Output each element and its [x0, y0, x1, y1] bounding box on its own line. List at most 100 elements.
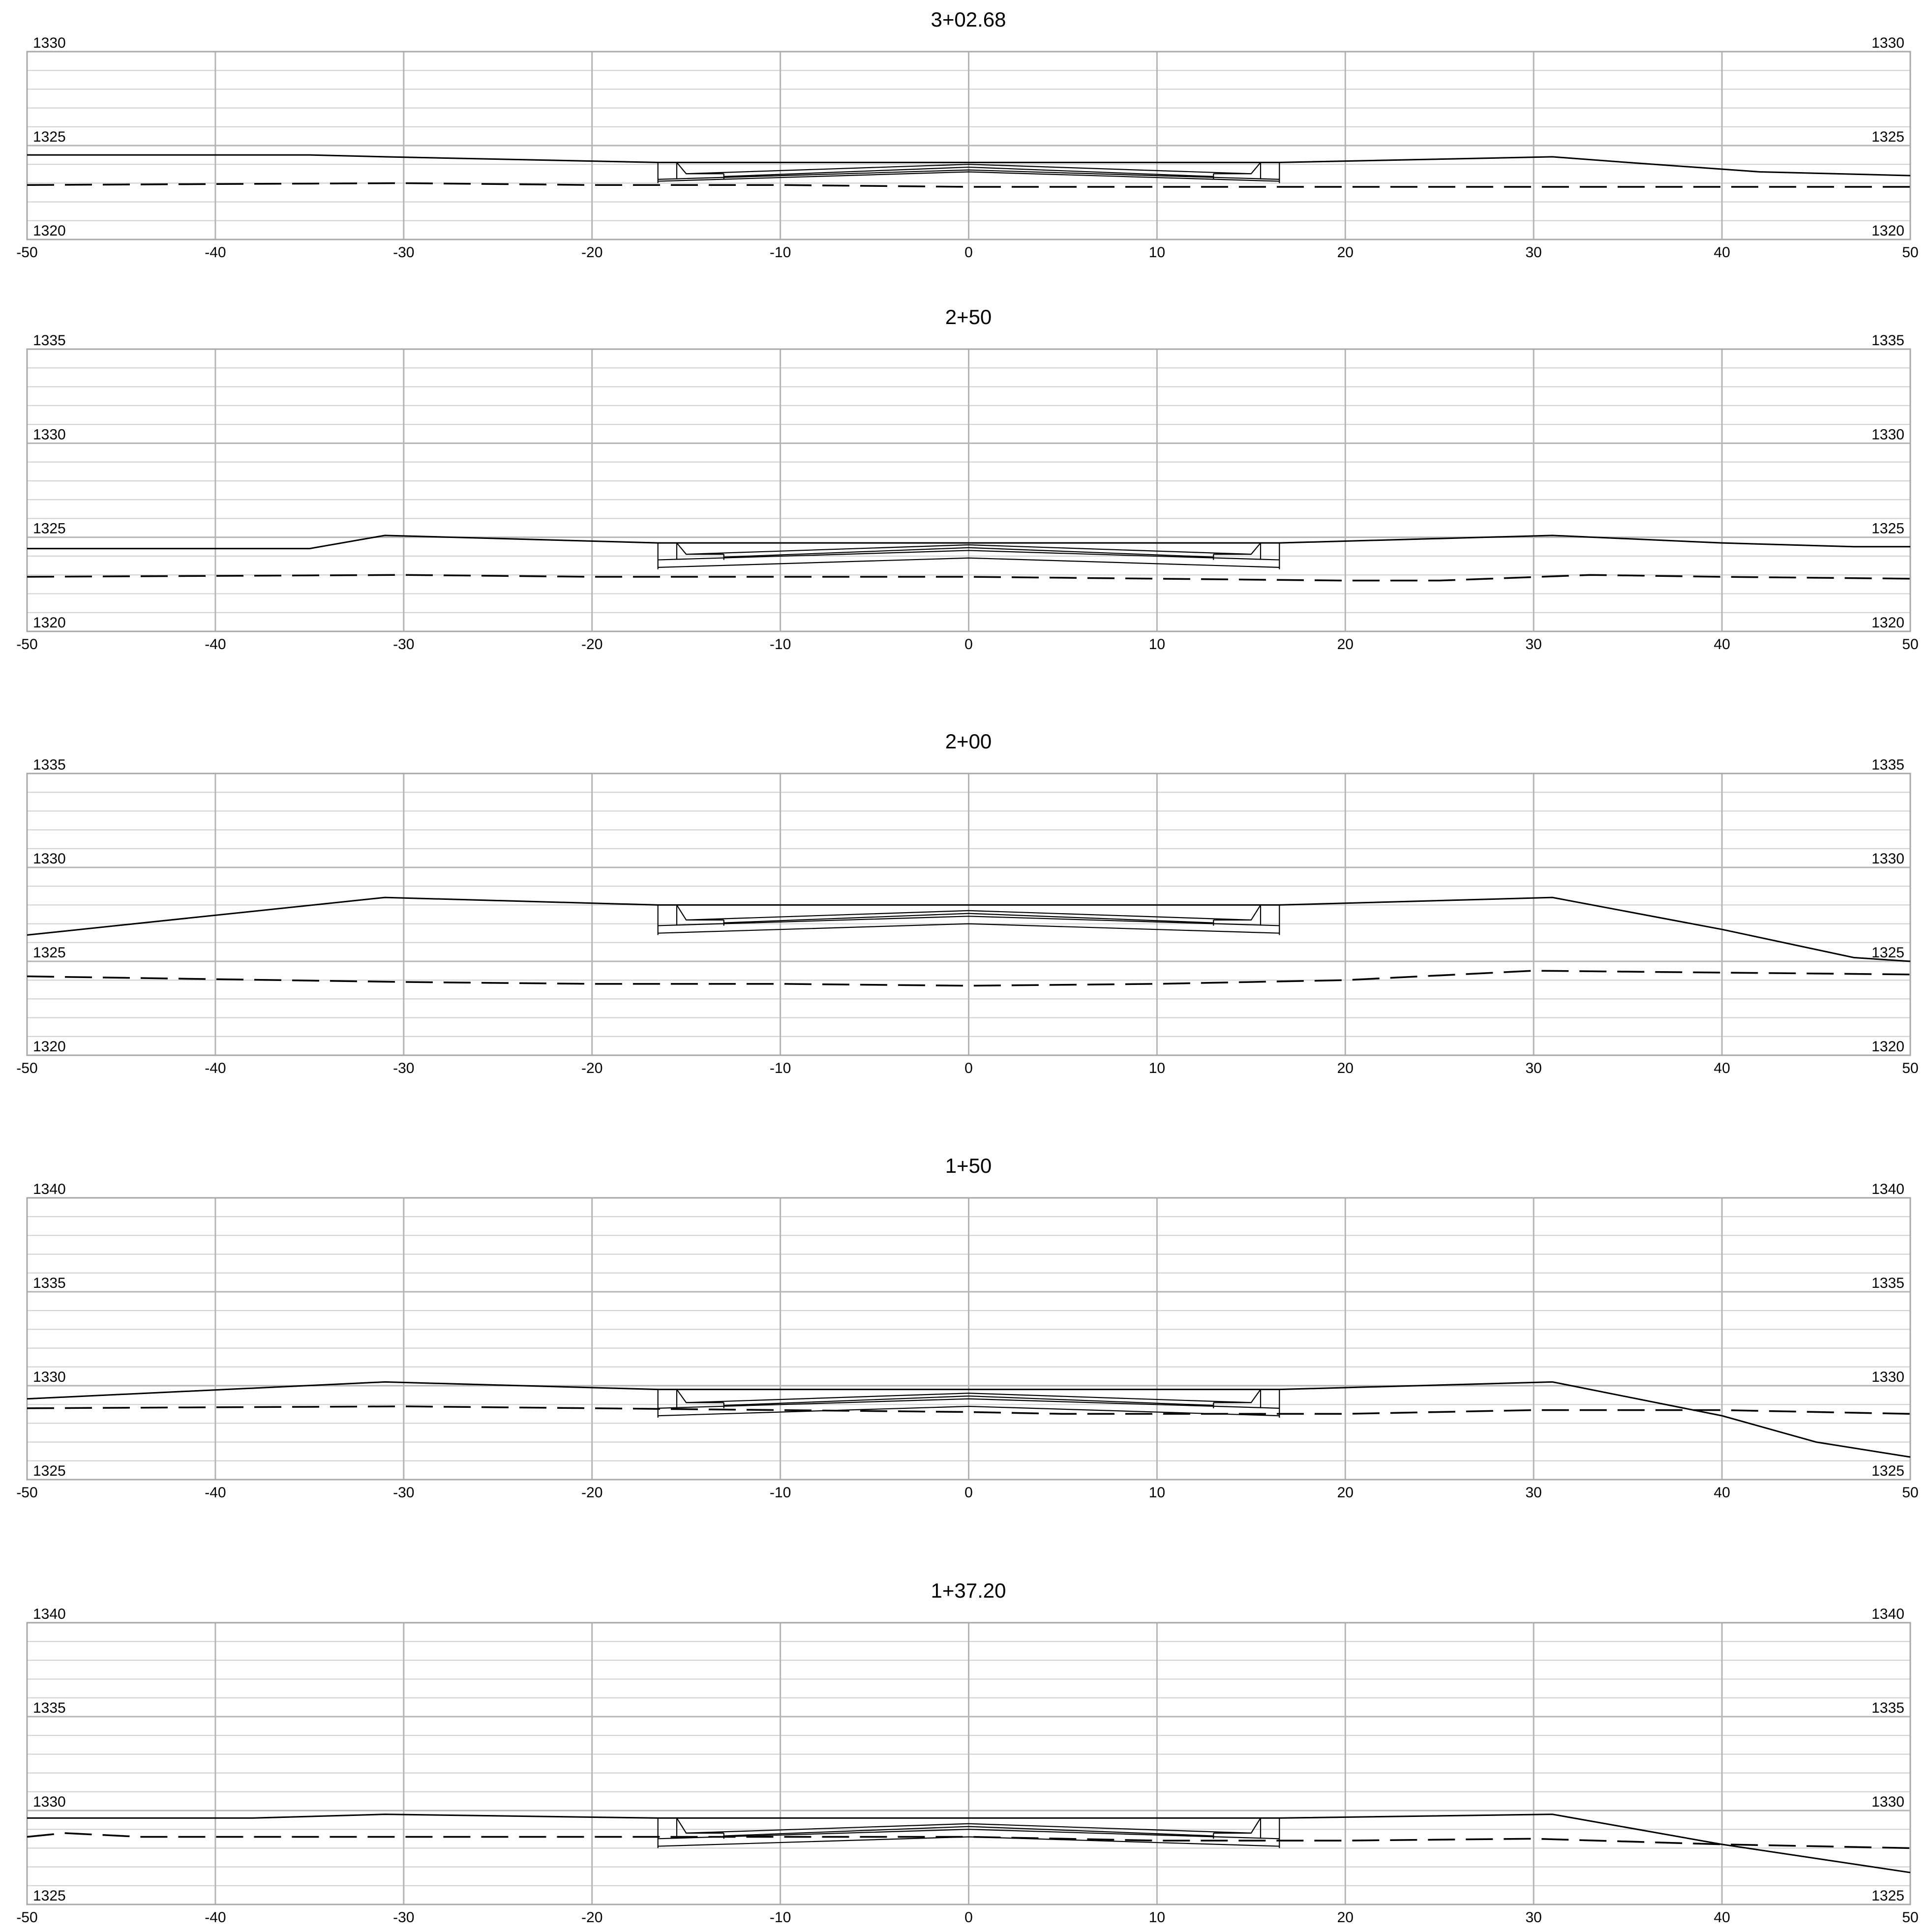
offset-label: 40	[1714, 636, 1730, 653]
offset-label: 50	[1902, 1909, 1918, 1926]
pavement-base-top	[658, 1398, 1280, 1409]
section-title: 2+50	[945, 305, 992, 328]
pavement-base-top	[658, 1829, 1280, 1840]
offset-label: 30	[1526, 1485, 1542, 1501]
design-surface-line	[27, 154, 1911, 177]
elevation-label-left: 1340	[33, 1181, 66, 1197]
pavement-asphalt-bottom	[723, 1826, 1214, 1837]
offset-label: 0	[964, 1060, 973, 1076]
cross-section-panel-4: 1+50 1325 1325 1330 1330 1335 1335 1340 1340 -50…	[16, 1154, 1918, 1501]
offset-label: 30	[1526, 1060, 1542, 1076]
offset-label: -50	[16, 636, 37, 653]
offset-label: -30	[393, 1909, 414, 1926]
offset-label: -50	[16, 244, 37, 261]
offset-label: 40	[1714, 1060, 1730, 1076]
offset-label: 0	[964, 1909, 973, 1926]
pavement-surface	[686, 1823, 1251, 1834]
elevation-label-right: 1325	[1871, 1888, 1904, 1904]
section-title: 1+50	[945, 1154, 992, 1177]
gutter-right	[1213, 542, 1261, 555]
design-surface-line	[27, 535, 1910, 550]
design-surface-line	[27, 1813, 1911, 1873]
elevation-label-left: 1325	[33, 945, 66, 961]
gutter-left	[676, 1389, 724, 1403]
road-template	[657, 542, 1280, 569]
pavement-asphalt-bottom	[723, 1395, 1214, 1406]
gutter-right	[1213, 904, 1261, 921]
offset-label: 30	[1526, 1909, 1542, 1926]
offset-label: -40	[205, 1485, 226, 1501]
offset-label: -10	[770, 244, 791, 261]
offset-label: 50	[1902, 636, 1918, 653]
offset-label: 0	[964, 636, 973, 653]
elevation-label-left: 1325	[33, 1888, 66, 1904]
road-template	[657, 1817, 1280, 1848]
elevation-label-right: 1330	[1871, 426, 1904, 443]
pavement-subbase-bottom	[658, 171, 1280, 182]
pavement-surface	[686, 1393, 1251, 1403]
elevation-label-right: 1330	[1871, 851, 1904, 867]
offset-label: -30	[393, 1485, 414, 1501]
offset-label: -50	[16, 1909, 37, 1926]
offset-label: 20	[1337, 1909, 1354, 1926]
offset-label: 40	[1714, 1909, 1730, 1926]
offset-label: -20	[581, 1485, 602, 1501]
offset-label: 50	[1902, 244, 1918, 261]
elevation-label-right: 1320	[1871, 1039, 1904, 1055]
offset-label: -40	[205, 1909, 226, 1926]
elevation-label-left: 1335	[33, 1275, 66, 1291]
section-title: 3+02.68	[931, 8, 1006, 31]
elevation-label-left: 1330	[33, 851, 66, 867]
offset-label: 10	[1149, 244, 1165, 261]
offset-label: 30	[1526, 636, 1542, 653]
offset-label: -20	[581, 1909, 602, 1926]
elevation-label-right: 1325	[1871, 945, 1904, 961]
road-template	[657, 904, 1280, 935]
offset-label: -10	[770, 1060, 791, 1076]
elevation-label-right: 1335	[1871, 1700, 1904, 1716]
offset-label: -20	[581, 1060, 602, 1076]
offset-label: -20	[581, 244, 602, 261]
offset-label: -30	[393, 244, 414, 261]
offset-label: 0	[964, 1485, 973, 1501]
gutter-left	[676, 542, 724, 555]
elevation-label-left: 1330	[33, 1794, 66, 1810]
offset-label: -20	[581, 636, 602, 653]
elevation-label-right: 1320	[1871, 615, 1904, 631]
existing-ground-line	[27, 1405, 1911, 1415]
existing-ground-line	[27, 182, 1910, 188]
existing-ground-line	[27, 970, 1911, 987]
offset-label: -40	[205, 1060, 226, 1076]
elevation-label-right: 1335	[1871, 332, 1904, 349]
offset-label: 10	[1149, 1485, 1165, 1501]
elevation-label-right: 1330	[1871, 1369, 1904, 1385]
elevation-label-left: 1340	[33, 1606, 66, 1622]
gutter-left	[676, 904, 724, 921]
offset-label: 10	[1149, 1060, 1165, 1076]
offset-label: -30	[393, 636, 414, 653]
cross-section-panel-2: 2+50 1320 1320 1325 1325 1330 1330 1335 1335 -50…	[16, 305, 1918, 653]
elevation-label-right: 1340	[1871, 1181, 1904, 1197]
elevation-label-left: 1325	[33, 521, 66, 537]
offset-label: 10	[1149, 1909, 1165, 1926]
pavement-base-top	[658, 916, 1280, 926]
cross-section-panel-1: 3+02.68 1320 1320 1325 1325 1330 1330 -50 -40 -3…	[16, 8, 1918, 261]
offset-label: 20	[1337, 1060, 1354, 1076]
elevation-label-right: 1335	[1871, 757, 1904, 773]
offset-label: 50	[1902, 1485, 1918, 1501]
pavement-subbase-bottom	[658, 557, 1280, 568]
section-title: 1+37.20	[931, 1579, 1006, 1602]
pavement-base-top	[658, 550, 1280, 561]
elevation-label-left: 1320	[33, 1039, 66, 1055]
gutter-left	[676, 1817, 724, 1834]
plot-frame	[26, 51, 1911, 240]
pavement-subbase-bottom	[658, 1836, 1280, 1847]
pavement-surface	[686, 910, 1251, 921]
elevation-label-right: 1330	[1871, 1794, 1904, 1810]
offset-label: -40	[205, 636, 226, 653]
pavement-asphalt-bottom	[723, 166, 1214, 178]
pavement-surface	[686, 164, 1251, 175]
elevation-label-right: 1320	[1871, 223, 1904, 239]
elevation-label-right: 1325	[1871, 521, 1904, 537]
